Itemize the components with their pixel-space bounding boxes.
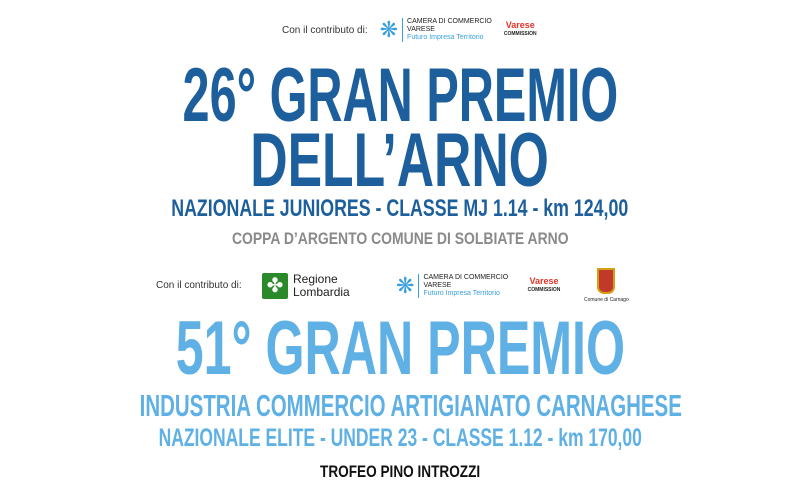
race1-category: NAZIONALE JUNIORES - CLASSE MJ 1.14 - km… <box>0 195 800 223</box>
race1-title-text1: 26° GRAN PREMIO <box>182 53 618 138</box>
chamber-of-commerce-logo: ❋ CAMERA DI COMMERCIO VARESE Futuro Impr… <box>396 272 514 298</box>
crest-icon <box>597 268 616 294</box>
region-line1: Regione <box>293 271 338 286</box>
race2-title: 51° GRAN PREMIO <box>0 305 800 392</box>
contribution-label: Con il contributo di: <box>282 24 368 36</box>
race1-trophy-text: COPPA D’ARGENTO COMUNE DI SOLBIATE ARNO <box>231 229 569 248</box>
snowflake-icon: ❋ <box>379 17 399 42</box>
race1-category-text: NAZIONALE JUNIORES - CLASSE MJ 1.14 - km… <box>171 195 629 222</box>
chamber-line1: CAMERA DI COMMERCIO <box>407 18 492 25</box>
varese-name: Varese <box>529 275 559 286</box>
snowflake-icon: ❋ <box>396 272 415 298</box>
lombardia-rose-icon: ✤ <box>262 272 288 299</box>
top-sponsors: Con il contributo di: ❋ CAMERA DI COMMER… <box>282 18 537 42</box>
varese-sport-logo: Varese COMMISSION <box>514 275 574 295</box>
chamber-line1: CAMERA DI COMMERCIO <box>423 273 509 281</box>
varese-sub: COMMISSION <box>503 31 537 37</box>
contribution-label: Con il contributo di: <box>156 280 242 291</box>
race2-subtitle: INDUSTRIA COMMERCIO ARTIGIANATO CARNAGHE… <box>0 388 800 424</box>
chamber-line3: Futuro Impresa Territorio <box>407 34 484 41</box>
regione-lombardia-logo: ✤ Regione Lombardia <box>262 271 396 299</box>
municipality-caption: Comune di Carnago <box>584 297 629 303</box>
varese-sport-logo: Varese COMMISSION <box>504 21 537 39</box>
race2-subtitle-text: INDUSTRIA COMMERCIO ARTIGIANATO CARNAGHE… <box>139 388 682 423</box>
race1-title-line2: DELL’ARNO <box>0 117 800 204</box>
carnago-crest-logo: Comune di Carnago <box>584 268 629 303</box>
chamber-line3: Futuro Impresa Territorio <box>423 289 500 297</box>
race2-title-text: 51° GRAN PREMIO <box>175 306 625 391</box>
chamber-of-commerce-logo: ❋ CAMERA DI COMMERCIO VARESE Futuro Impr… <box>380 18 492 42</box>
race2-category-text: NAZIONALE ELITE - UNDER 23 - CLASSE 1.12… <box>158 424 642 452</box>
varese-name: Varese <box>505 20 535 30</box>
chamber-line2: VARESE <box>423 281 452 289</box>
varese-sub: COMMISSION <box>527 286 561 293</box>
middle-sponsors: Con il contributo di: ✤ Regione Lombardia… <box>156 268 629 303</box>
race1-title-line1: 26° GRAN PREMIO <box>0 52 800 139</box>
region-line2: Lombardia <box>293 284 350 299</box>
chamber-line2: VARESE <box>407 26 435 33</box>
race2-trophy: TROFEO PINO INTROZZI <box>0 462 800 482</box>
race1-title-text2: DELL’ARNO <box>250 118 550 203</box>
race2-trophy-text: TROFEO PINO INTROZZI <box>319 462 481 481</box>
race1-trophy: COPPA D’ARGENTO COMUNE DI SOLBIATE ARNO <box>0 229 800 249</box>
race2-category: NAZIONALE ELITE - UNDER 23 - CLASSE 1.12… <box>0 424 800 453</box>
